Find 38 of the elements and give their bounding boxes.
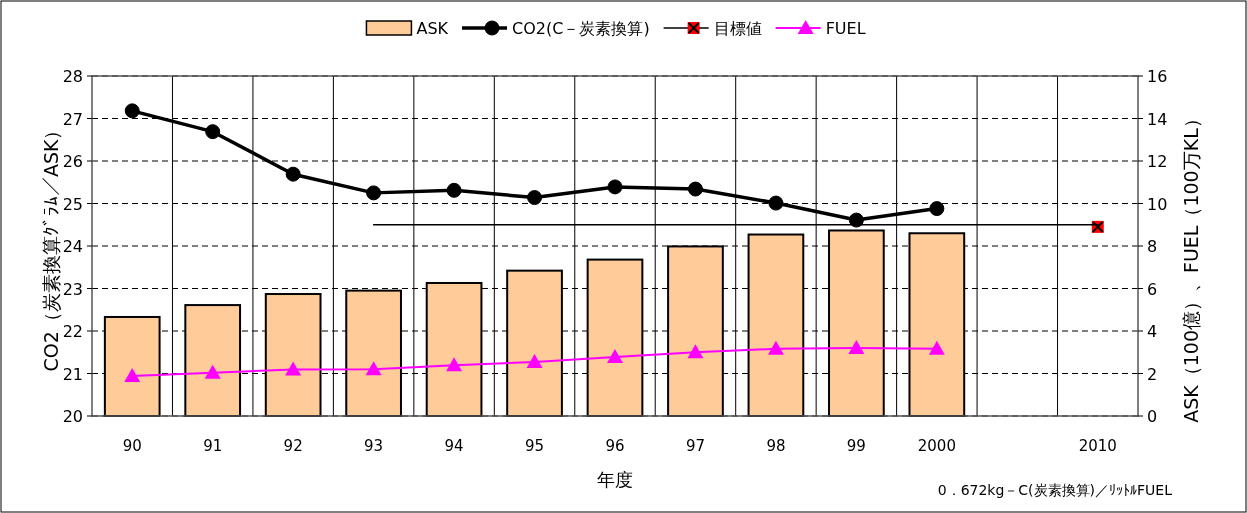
y-tick-label: 28 [62,67,83,86]
legend-label: CO2(C－炭素換算) [512,19,650,38]
legend-label: 目標値 [713,19,762,38]
x-tick-label: 98 [766,437,786,455]
y-tick-label: 24 [62,237,83,256]
legend-label: FUEL [825,19,866,38]
x-axis-title: 年度 [597,469,633,490]
y2-tick-label: 4 [1147,322,1158,341]
y-tick-label: 20 [62,407,83,426]
y2-tick-label: 8 [1147,237,1158,256]
text: 0．672kg－C(炭素換算)／ﾘｯﾄﾙFUEL [937,482,1173,498]
y-tick-label: 23 [62,279,83,299]
x-tick-label: 91 [203,437,223,455]
y2-tick-label: 16 [1147,67,1168,86]
y-tick-label: 27 [62,109,83,129]
x-tick-label: 90 [122,437,142,455]
x-tick-label: 93 [364,437,384,455]
y2-axis-title: ASK（100億）、FUEL（100万KL） [1180,109,1202,423]
y2-tick-label: 0 [1147,407,1158,426]
x-tick-label: 99 [846,437,866,455]
y-axis-title: CO2（炭素換算ｸﾞﾗﾑ／ASK） [40,120,62,372]
y-tick-label: 26 [62,152,83,171]
y2-tick-label: 14 [1147,109,1168,129]
y-tick-label: 25 [62,194,83,214]
x-tick-label: 95 [524,437,545,455]
y2-tick-label: 12 [1147,152,1168,171]
legend-label: ASK [416,19,449,38]
x-tick-label: 2010 [1078,437,1117,455]
y-tick-label: 22 [62,322,83,341]
y-tick-label: 21 [62,364,83,384]
y2-tick-label: 6 [1147,279,1158,299]
x-tick-label: 97 [685,437,706,455]
x-tick-label: 2000 [917,437,956,455]
x-tick-label: 96 [605,437,625,455]
y2-tick-label: 10 [1147,194,1168,214]
x-tick-label: 92 [283,437,303,455]
y2-tick-label: 2 [1147,364,1158,384]
x-tick-label: 94 [444,437,464,455]
